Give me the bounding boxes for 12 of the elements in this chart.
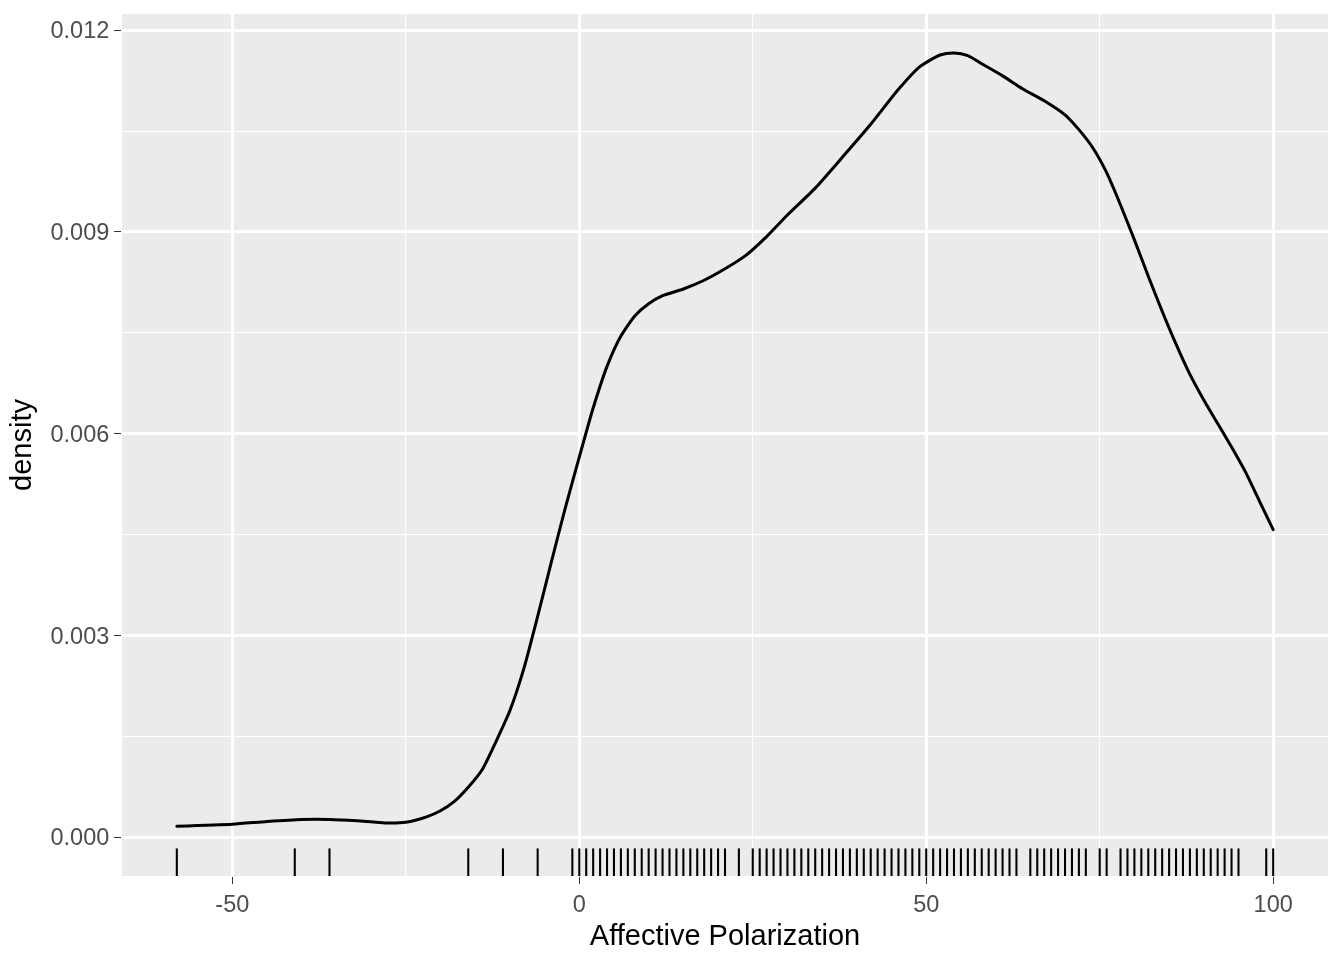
y-tick-label: 0.003 — [50, 622, 110, 649]
y-tick-label: 0.006 — [50, 420, 110, 447]
line-series — [175, 51, 1275, 828]
x-tick-label: -50 — [215, 891, 250, 918]
y-tick-label: 0.000 — [50, 824, 110, 851]
x-tick-label: 0 — [572, 891, 586, 918]
x-tick-label: 100 — [1253, 891, 1293, 918]
y-tick-label: 0.012 — [50, 17, 110, 44]
y-axis-title: density — [4, 398, 37, 491]
x-axis-title: Affective Polarization — [589, 919, 861, 951]
y-tick-label: 0.009 — [50, 219, 110, 246]
x-tick-label: 50 — [913, 891, 940, 918]
